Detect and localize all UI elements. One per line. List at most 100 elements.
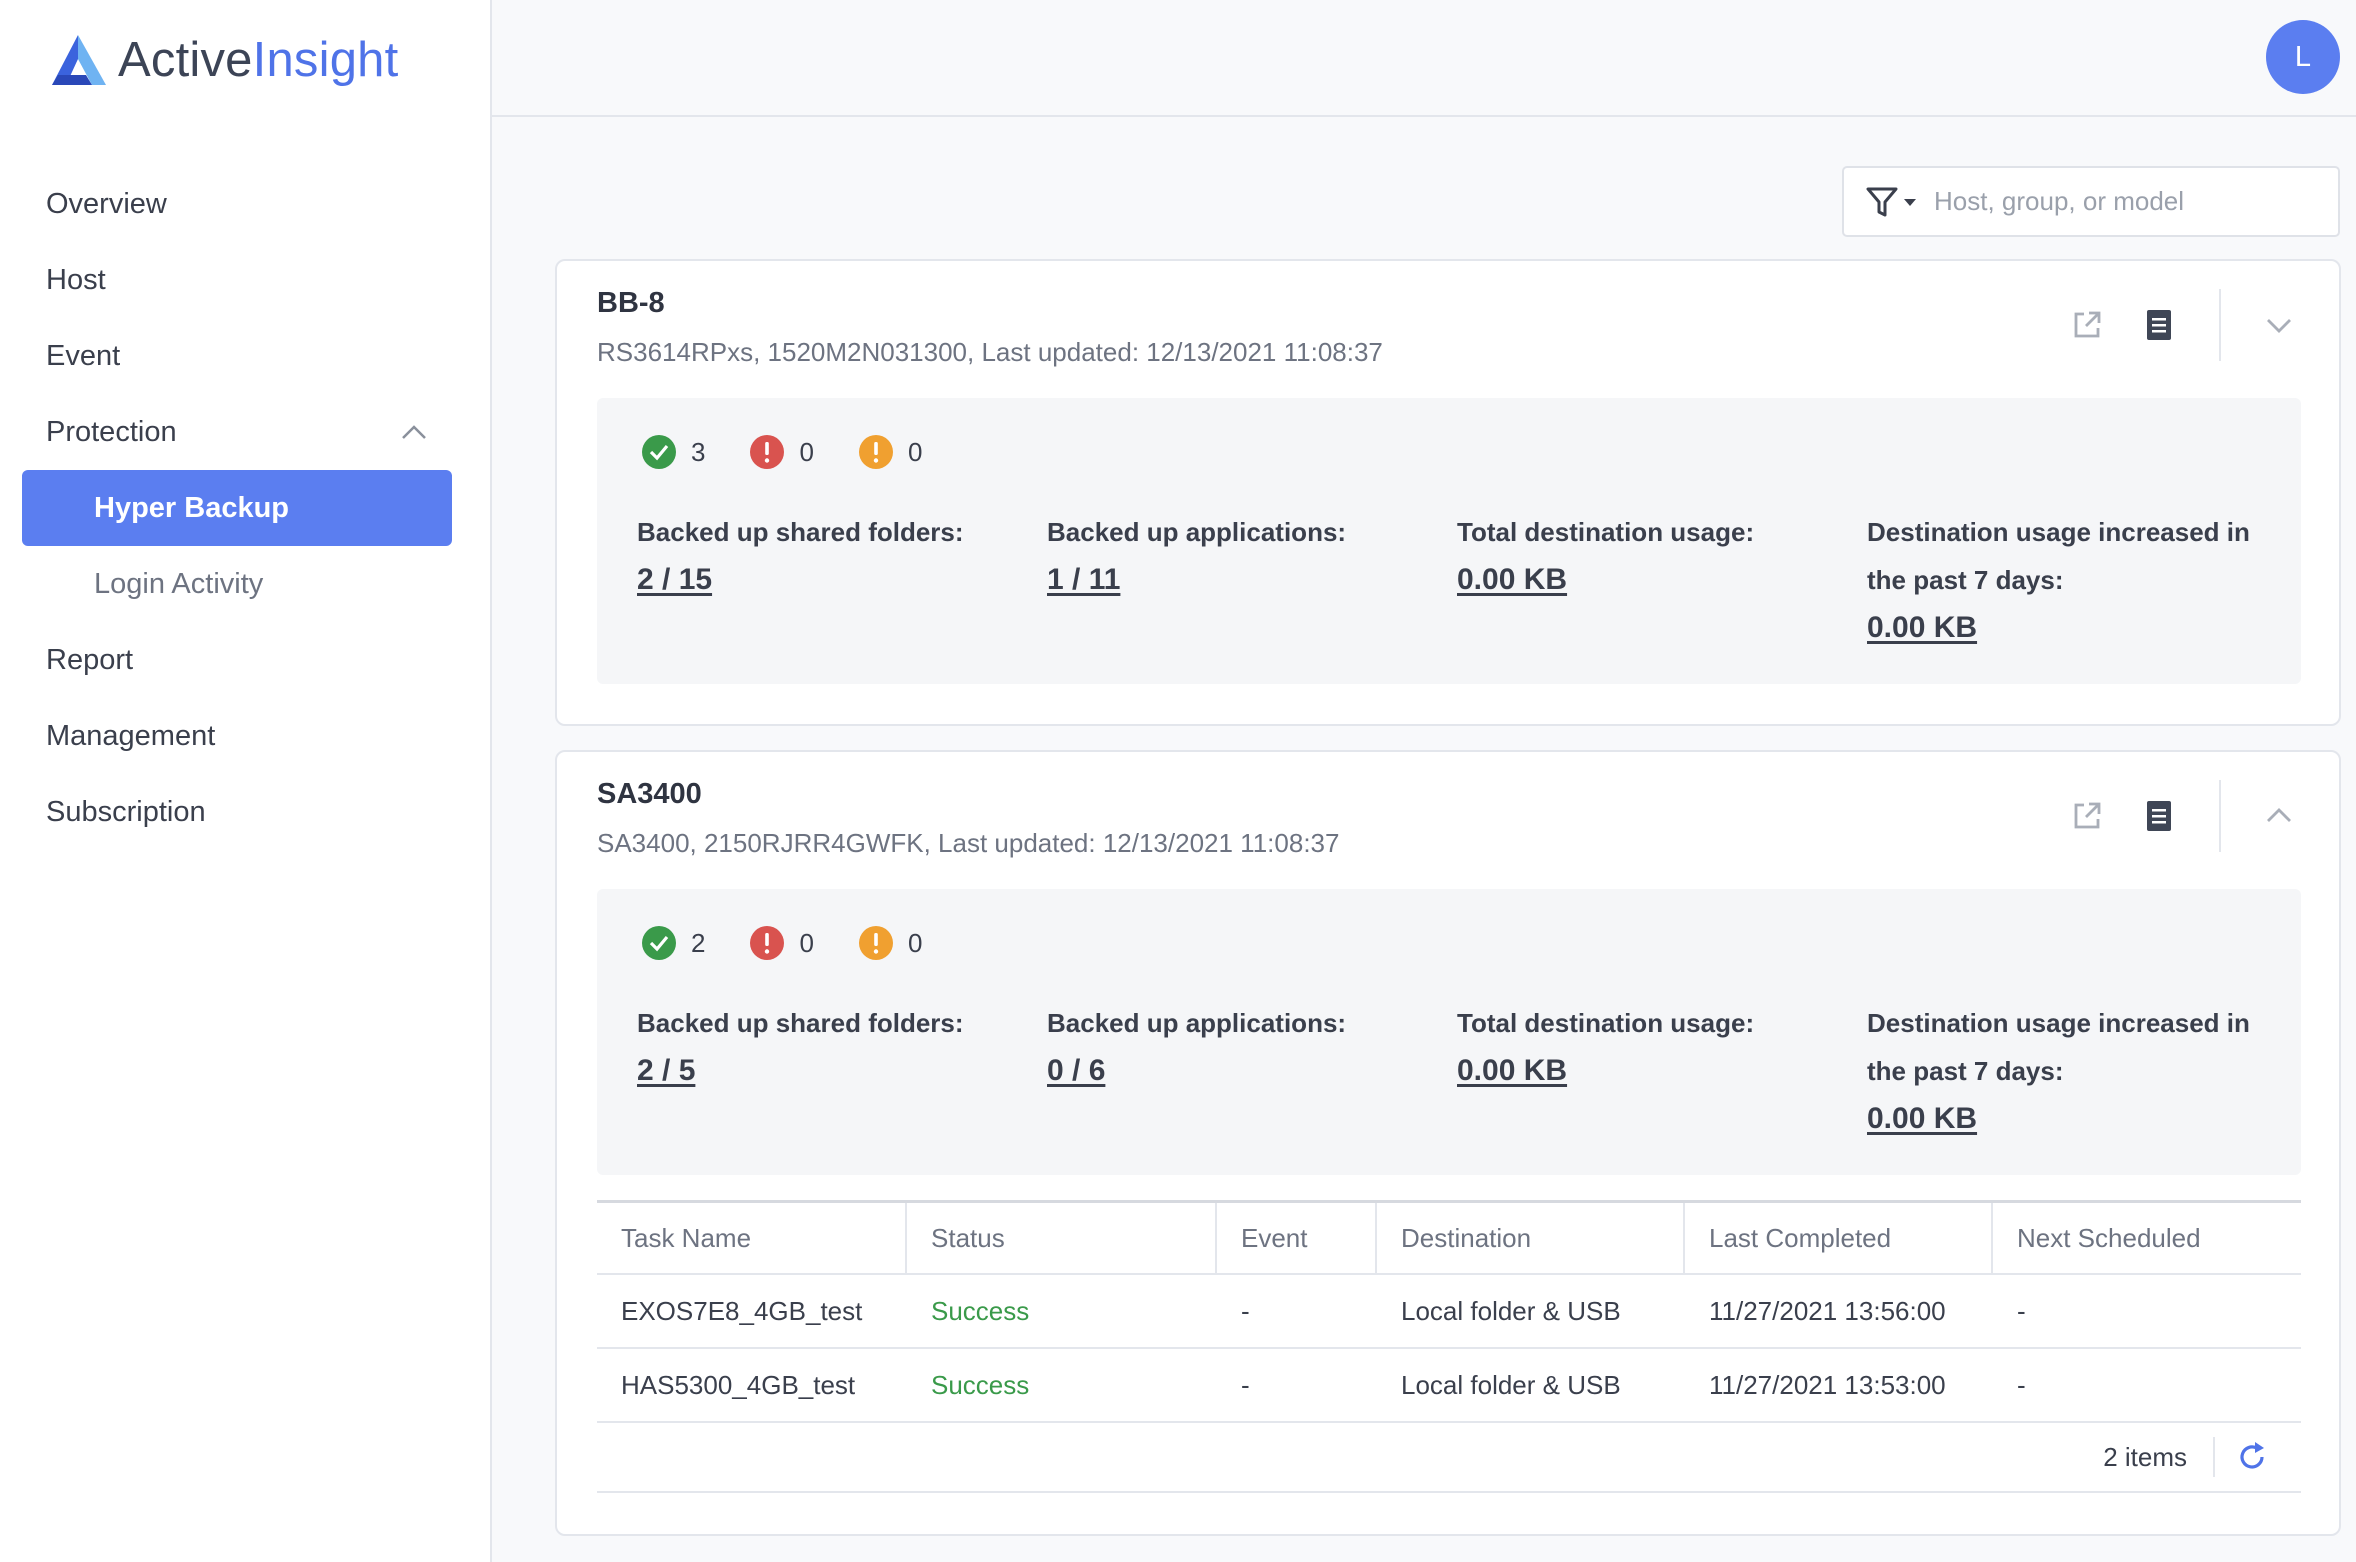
warning-circle-icon <box>858 435 893 469</box>
metric-destination-usage: Total destination usage: 0.00 KB <box>1457 508 1847 604</box>
last-completed-cell: 11/27/2021 13:56:00 <box>1709 1295 1946 1326</box>
sidebar-item-label: Overview <box>46 187 167 220</box>
table-row[interactable]: HAS5300_4GB_test Success - Local folder … <box>597 1349 2301 1423</box>
chevron-down-icon <box>2267 319 2291 333</box>
sidebar-nav: Overview Host Event Protection Hyper Bac… <box>0 166 490 850</box>
sidebar-item-protection[interactable]: Protection <box>0 394 490 470</box>
metric-value-link[interactable]: 0.00 KB <box>1867 1102 1978 1135</box>
status-counts: 3 0 0 <box>641 434 966 470</box>
metric-label: Destination usage increased in the past … <box>1867 1008 2250 1086</box>
event-cell: - <box>1241 1295 1250 1326</box>
collapse-toggle-button[interactable] <box>2243 780 2315 852</box>
divider <box>2219 289 2221 361</box>
sidebar-item-overview[interactable]: Overview <box>0 166 490 242</box>
column-header-status[interactable]: Status <box>907 1203 1217 1273</box>
sidebar-item-management[interactable]: Management <box>0 698 490 774</box>
chevron-up-icon <box>2267 808 2291 822</box>
success-count-value: 2 <box>691 927 706 958</box>
avatar-initial: L <box>2294 40 2312 73</box>
open-external-button[interactable] <box>2051 780 2123 852</box>
error-count-value: 0 <box>799 436 814 467</box>
sidebar-item-label: Protection <box>46 415 177 448</box>
sidebar-item-host[interactable]: Host <box>0 242 490 318</box>
next-scheduled-cell: - <box>2017 1369 2026 1400</box>
document-icon <box>2147 801 2171 831</box>
brand-logo[interactable]: ActiveInsight <box>48 30 398 90</box>
metric-value-link[interactable]: 2 / 5 <box>637 1054 696 1087</box>
host-card-bb-8: BB-8 RS3614RPxs, 1520M2N031300, Last upd… <box>555 259 2341 726</box>
status-counts: 2 0 0 <box>641 925 966 961</box>
metric-value-link[interactable]: 0 / 6 <box>1047 1054 1106 1087</box>
divider <box>2219 780 2221 852</box>
column-header-task-name[interactable]: Task Name <box>597 1203 907 1273</box>
sidebar-item-label: Hyper Backup <box>94 491 290 524</box>
metric-label: Destination usage increased in the past … <box>1867 517 2250 595</box>
external-link-icon <box>2074 311 2101 338</box>
warning-count-value: 0 <box>907 436 923 467</box>
top-header: L <box>492 0 2356 117</box>
expand-toggle-button[interactable] <box>2243 289 2315 361</box>
metric-usage-increase: Destination usage increased in the past … <box>1867 999 2267 1143</box>
event-cell: - <box>1241 1369 1250 1400</box>
column-header-last-completed[interactable]: Last Completed <box>1685 1203 1993 1273</box>
column-header-destination[interactable]: Destination <box>1377 1203 1685 1273</box>
metric-shared-folders: Backed up shared folders: 2 / 5 <box>637 999 1027 1095</box>
warning-count: 0 <box>858 434 922 470</box>
host-card-sa3400: SA3400 SA3400, 2150RJRR4GWFK, Last updat… <box>555 750 2341 1536</box>
sidebar-item-label: Host <box>46 263 106 296</box>
metric-value-link[interactable]: 0.00 KB <box>1457 563 1568 596</box>
metric-destination-usage: Total destination usage: 0.00 KB <box>1457 999 1847 1095</box>
metric-value-link[interactable]: 0.00 KB <box>1867 611 1978 644</box>
success-count: 3 <box>641 434 705 470</box>
backup-stats-panel: 2 0 0 Backed up shared folders: 2 / 5 Ba… <box>597 889 2301 1175</box>
warning-circle-icon <box>858 926 893 960</box>
backup-stats-panel: 3 0 0 Backed up shared folders: 2 / 15 B… <box>597 398 2301 684</box>
document-icon <box>2147 310 2171 340</box>
report-button[interactable] <box>2123 289 2195 361</box>
metric-value-link[interactable]: 1 / 11 <box>1047 563 1121 596</box>
metric-value-link[interactable]: 2 / 15 <box>637 563 713 596</box>
success-count-value: 3 <box>691 436 706 467</box>
sidebar-item-label: Event <box>46 339 121 372</box>
table-footer: 2 items <box>597 1423 2301 1493</box>
sidebar-item-report[interactable]: Report <box>0 622 490 698</box>
metric-label: Total destination usage: <box>1457 1008 1755 1038</box>
host-subtitle: SA3400, 2150RJRR4GWFK, Last updated: 12/… <box>597 828 1340 858</box>
warning-count: 0 <box>858 925 922 961</box>
sidebar-item-label: Management <box>46 719 216 752</box>
sidebar-item-event[interactable]: Event <box>0 318 490 394</box>
open-external-button[interactable] <box>2051 289 2123 361</box>
error-circle-icon <box>750 435 785 469</box>
metric-applications: Backed up applications: 0 / 6 <box>1047 999 1437 1095</box>
task-name-cell: HAS5300_4GB_test <box>621 1369 856 1400</box>
activeinsight-logo-icon <box>52 35 106 85</box>
table-row[interactable]: EXOS7E8_4GB_test Success - Local folder … <box>597 1275 2301 1349</box>
next-scheduled-cell: - <box>2017 1295 2026 1326</box>
status-cell: Success <box>931 1295 1030 1326</box>
divider <box>2213 1437 2215 1477</box>
column-header-event[interactable]: Event <box>1217 1203 1377 1273</box>
check-circle-icon <box>642 926 676 960</box>
sidebar-item-login-activity[interactable]: Login Activity <box>0 546 490 622</box>
status-cell: Success <box>931 1369 1030 1400</box>
search-input[interactable] <box>1932 185 2316 218</box>
metric-shared-folders: Backed up shared folders: 2 / 15 <box>637 508 1027 604</box>
metric-label: Backed up applications: <box>1047 517 1347 547</box>
metric-applications: Backed up applications: 1 / 11 <box>1047 508 1437 604</box>
table-header: Task Name Status Event Destination Last … <box>597 1200 2301 1275</box>
avatar[interactable]: L <box>2266 20 2340 94</box>
metric-value-link[interactable]: 0.00 KB <box>1457 1054 1568 1087</box>
report-button[interactable] <box>2123 780 2195 852</box>
check-circle-icon <box>642 435 676 469</box>
search-bar <box>1842 166 2340 237</box>
destination-cell: Local folder & USB <box>1401 1295 1621 1326</box>
error-count: 0 <box>749 434 814 470</box>
column-header-next-scheduled[interactable]: Next Scheduled <box>2017 1222 2201 1253</box>
sidebar-item-hyper-backup[interactable]: Hyper Backup <box>22 470 452 546</box>
filter-dropdown-icon[interactable] <box>1864 185 1920 219</box>
brand-name: ActiveInsight <box>118 33 399 87</box>
refresh-button[interactable] <box>2235 1440 2269 1474</box>
backup-task-table: Task Name Status Event Destination Last … <box>597 1200 2301 1493</box>
sidebar-item-subscription[interactable]: Subscription <box>0 774 490 850</box>
sidebar-item-label: Login Activity <box>94 567 264 600</box>
